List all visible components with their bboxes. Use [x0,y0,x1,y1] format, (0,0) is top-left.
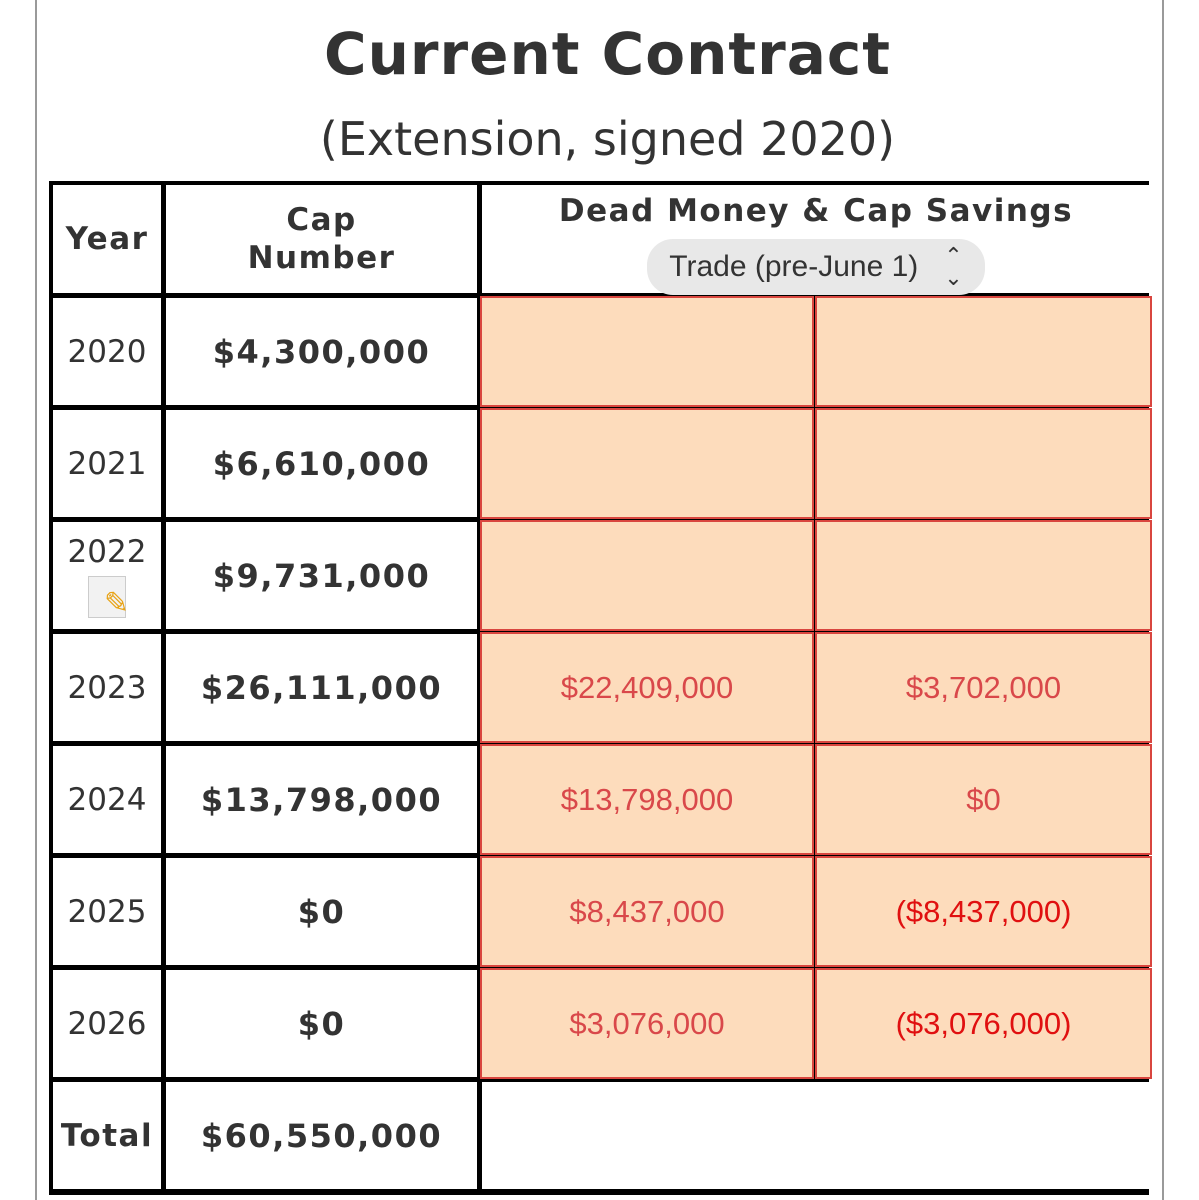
year-label: 2022 [67,533,147,570]
header-cap-number: Cap Number [166,185,477,293]
page-subtitle: (Extension, signed 2020) [319,112,896,166]
dead-money-cell [482,298,812,405]
dead-money-cell: $8,437,000 [482,858,812,965]
cap-number-cell: $13,798,000 [166,746,477,853]
header-dead-money: Dead Money & Cap Savings Trade (pre-June… [482,185,1150,295]
scenario-select[interactable]: Trade (pre-June 1) ⌃ ⌄ [647,239,985,295]
year-cell: 2023 [53,634,161,741]
year-label: 2020 [67,333,147,370]
header-dead-money-label: Dead Money & Cap Savings [558,193,1074,229]
memo-pencil-icon[interactable] [88,575,129,621]
year-cell: 2025 [53,858,161,965]
cap-savings-cell: $3,702,000 [817,634,1150,741]
scenario-select-value: Trade (pre-June 1) [669,250,919,283]
header-cap-number-label: Cap Number [247,202,396,276]
total-cap-number: $60,550,000 [166,1082,477,1189]
cap-savings-cell [817,522,1150,629]
year-label: 2024 [67,781,147,818]
cap-number-cell: $0 [166,858,477,965]
dead-money-cell: $13,798,000 [482,746,812,853]
year-cell: 2024 [53,746,161,853]
cap-savings-cell: ($8,437,000) [817,858,1150,965]
cap-savings-cell: $0 [817,746,1150,853]
page-border-right [1162,0,1164,1200]
total-dead-money-blank [482,1082,1150,1189]
page-border-left [35,0,37,1200]
year-cell: 2020 [53,298,161,405]
cap-savings-cell [817,410,1150,517]
cap-number-cell: $0 [166,970,477,1077]
contract-table: Year Cap Number Dead Money & Cap Savings… [49,181,1150,1195]
cap-number-cell: $6,610,000 [166,410,477,517]
year-label: 2021 [67,445,147,482]
header-year: Year [53,185,161,293]
cap-number-cell: $26,111,000 [166,634,477,741]
dead-money-cell: $3,076,000 [482,970,812,1077]
cap-savings-cell: ($3,076,000) [817,970,1150,1077]
year-label: 2026 [67,1005,147,1042]
dead-money-cell: $22,409,000 [482,634,812,741]
cap-number-cell: $9,731,000 [166,522,477,629]
year-cell: 2026 [53,970,161,1077]
dead-money-cell [482,410,812,517]
year-label: 2025 [67,893,147,930]
year-cell: 2022 [53,522,161,629]
cap-savings-cell [817,298,1150,405]
up-down-chevron-icon: ⌃ ⌄ [944,243,963,290]
page-title: Current Contract [324,20,891,88]
year-label: 2023 [67,669,147,706]
year-cell: 2021 [53,410,161,517]
total-label: Total [53,1082,161,1189]
cap-number-cell: $4,300,000 [166,298,477,405]
dead-money-cell [482,522,812,629]
